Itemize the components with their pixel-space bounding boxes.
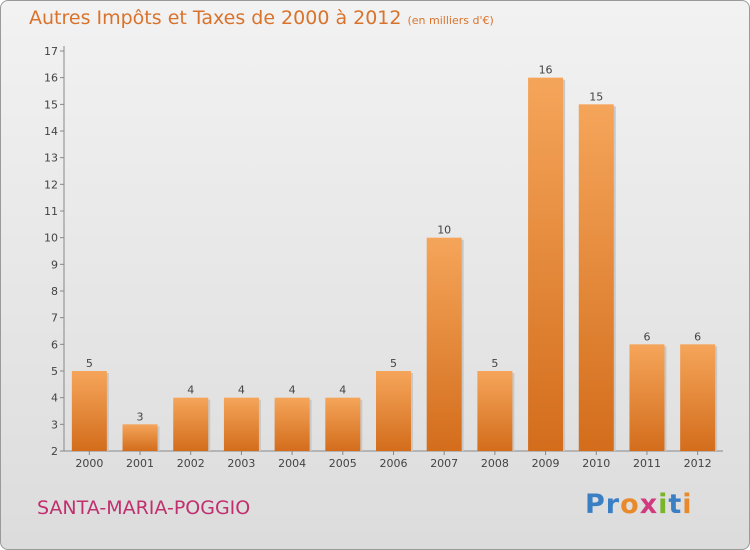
logo-letter: t (668, 489, 683, 520)
proxiti-logo: Proxiti (585, 489, 693, 520)
bar (274, 397, 310, 451)
bar (528, 77, 564, 452)
bar (426, 237, 462, 451)
x-tick-label: 2001 (126, 457, 154, 470)
y-tick-label: 10 (44, 232, 58, 245)
bar (680, 344, 716, 451)
y-tick-label: 13 (44, 152, 58, 165)
bar (629, 344, 665, 451)
y-tick-label: 8 (51, 285, 58, 298)
x-tick-label: 2000 (75, 457, 103, 470)
y-tick-label: 16 (44, 72, 58, 85)
bar-value-label: 5 (491, 357, 498, 370)
chart-title: Autres Impôts et Taxes de 2000 à 2012 (en… (29, 7, 494, 29)
bar (71, 371, 107, 451)
logo-letter: x (639, 489, 659, 520)
bar (223, 397, 259, 451)
x-tick-label: 2006 (380, 457, 408, 470)
y-tick-label: 9 (51, 258, 58, 271)
y-tick-label: 2 (51, 445, 58, 458)
y-tick-label: 5 (51, 365, 58, 378)
y-tick-label: 11 (44, 205, 58, 218)
bar-value-label: 4 (187, 384, 194, 397)
bar-value-label: 5 (86, 357, 93, 370)
chart-title-text: Autres Impôts et Taxes de 2000 à 2012 (29, 7, 402, 29)
bar-value-label: 6 (643, 330, 650, 343)
y-tick-label: 17 (44, 45, 58, 58)
y-tick-label: 12 (44, 178, 58, 191)
bar-value-label: 10 (437, 224, 451, 237)
bar-value-label: 5 (390, 357, 397, 370)
bar-value-label: 3 (137, 410, 144, 423)
bar-value-label: 4 (289, 384, 296, 397)
x-tick-label: 2007 (430, 457, 458, 470)
x-tick-label: 2003 (227, 457, 255, 470)
logo-letter: o (620, 489, 640, 520)
x-tick-label: 2004 (278, 457, 306, 470)
chart-subtitle: (en milliers d'€) (407, 14, 494, 27)
bar-value-label: 6 (694, 330, 701, 343)
y-tick-label: 4 (51, 392, 58, 405)
bar (122, 424, 158, 451)
bar-value-label: 4 (238, 384, 245, 397)
x-tick-label: 2002 (177, 457, 205, 470)
bar (173, 397, 209, 451)
x-tick-label: 2005 (329, 457, 357, 470)
x-tick-label: 2009 (532, 457, 560, 470)
bar-value-label: 15 (589, 90, 603, 103)
logo-letter: i (682, 489, 693, 520)
y-tick-label: 7 (51, 312, 58, 325)
y-tick-label: 6 (51, 338, 58, 351)
x-tick-label: 2011 (633, 457, 661, 470)
logo-letter: P (585, 489, 606, 520)
x-tick-label: 2010 (582, 457, 610, 470)
y-tick-label: 3 (51, 418, 58, 431)
bar (477, 371, 513, 451)
x-tick-label: 2012 (684, 457, 712, 470)
bar-value-label: 4 (339, 384, 346, 397)
y-tick-label: 14 (44, 125, 58, 138)
bar (376, 371, 411, 451)
place-name: SANTA-MARIA-POGGIO (37, 497, 251, 519)
chart-bars: 5 3 4 4 4 4 5 10 5 16 15 6 6 (71, 64, 718, 452)
bar (578, 104, 614, 451)
x-tick-label: 2008 (481, 457, 509, 470)
bar (325, 397, 361, 451)
logo-letter: r (605, 489, 621, 520)
bar-value-label: 16 (539, 64, 553, 77)
logo-letter: i (658, 489, 669, 520)
y-tick-label: 15 (44, 98, 58, 111)
